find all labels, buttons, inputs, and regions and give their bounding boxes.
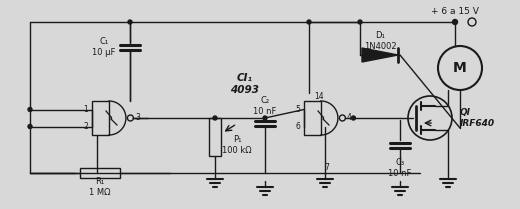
Text: R₁
1 MΩ: R₁ 1 MΩ [89,177,111,197]
Text: CI₁: CI₁ [237,73,253,83]
Circle shape [358,20,362,24]
Circle shape [28,125,32,129]
Text: 2: 2 [84,122,88,131]
Text: 6: 6 [295,122,301,131]
Text: 4093: 4093 [230,85,259,95]
Text: 14: 14 [314,92,323,101]
Circle shape [452,19,458,24]
Text: 7: 7 [324,163,330,172]
Circle shape [352,116,355,120]
Text: P₁
100 kΩ: P₁ 100 kΩ [222,135,252,155]
Text: C₁
10 μF: C₁ 10 μF [93,37,115,57]
Text: 3: 3 [135,113,140,122]
Text: C₂
10 nF: C₂ 10 nF [253,96,277,116]
Bar [80,168,120,178]
Polygon shape [362,48,398,62]
Circle shape [263,116,267,120]
Circle shape [128,20,132,24]
Bar [209,118,221,156]
Text: C₃
10 nF: C₃ 10 nF [388,158,412,178]
Text: + 6 a 15 V: + 6 a 15 V [431,8,479,17]
Text: D₁
1N4002: D₁ 1N4002 [363,31,396,51]
Text: 5: 5 [295,105,301,114]
Text: M: M [453,61,467,75]
Circle shape [213,116,217,120]
Text: QI
IRF640: QI IRF640 [460,108,495,128]
Text: 4: 4 [347,113,352,122]
Bar [92,101,109,135]
Circle shape [28,107,32,111]
Circle shape [307,20,311,24]
Bar [304,101,321,135]
Text: 1: 1 [84,105,88,114]
